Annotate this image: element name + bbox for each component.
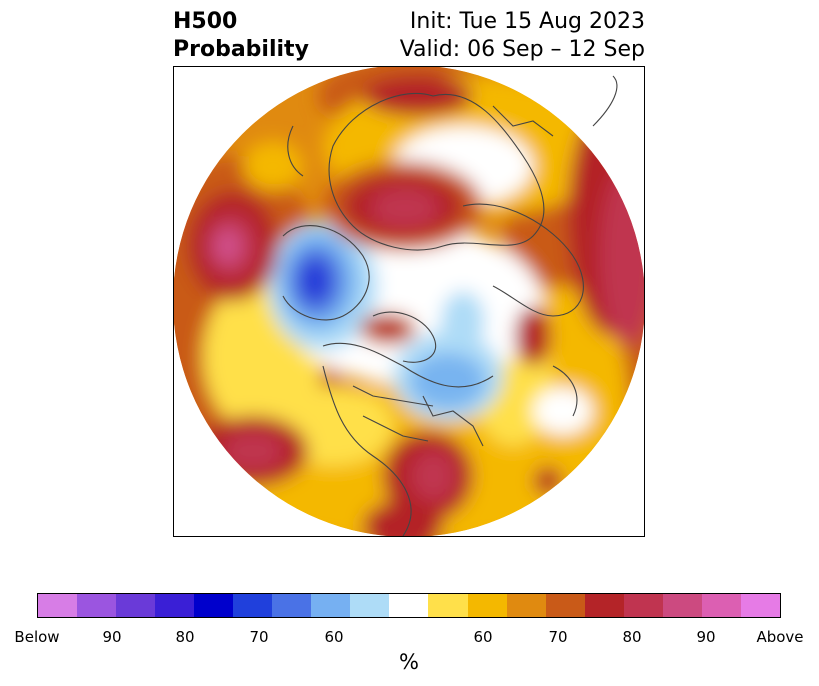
colorbar-tick-below-80: 80 <box>175 628 195 646</box>
map-canvas <box>173 66 645 537</box>
colorbar-segment <box>662 594 702 617</box>
colorbar-tick-above-90: 90 <box>696 628 716 646</box>
colorbar-tick-below-70: 70 <box>249 628 269 646</box>
colorbar-segment <box>116 594 156 617</box>
map-border <box>173 66 645 537</box>
colorbar-segment <box>545 594 585 617</box>
colorbar-tick-above-70: 70 <box>548 628 568 646</box>
colorbar-tick-below-60: 60 <box>324 628 344 646</box>
colorbar-segment <box>506 594 546 617</box>
colorbar-segment <box>467 594 507 617</box>
colorbar-segment <box>584 594 624 617</box>
forecast-dates: Init: Tue 15 Aug 2023 Valid: 06 Sep – 12… <box>400 8 645 64</box>
title-line-2: Probability <box>173 37 309 62</box>
colorbar-segment <box>740 594 780 617</box>
colorbar-segment <box>350 594 390 617</box>
colorbar-segment <box>272 594 312 617</box>
colorbar-segment <box>389 594 429 617</box>
colorbar-segment <box>623 594 663 617</box>
coastlines <box>282 75 618 537</box>
colorbar <box>37 593 781 618</box>
colorbar-segment <box>38 594 78 617</box>
title-line-1: H500 <box>173 9 238 34</box>
colorbar-segment <box>311 594 351 617</box>
colorbar-segment <box>701 594 741 617</box>
map-title: H500 Probability <box>173 8 309 64</box>
colorbar-segment <box>194 594 234 617</box>
colorbar-segment <box>233 594 273 617</box>
colorbar-tick-above: Above <box>756 628 804 646</box>
colorbar-tick-above-80: 80 <box>622 628 642 646</box>
valid-date-label: Valid: 06 Sep – 12 Sep <box>399 37 645 62</box>
colorbar-segment <box>77 594 117 617</box>
probability-field <box>173 66 645 537</box>
colorbar-tick-below: Below <box>14 628 60 646</box>
colorbar-tick-above-60: 60 <box>473 628 493 646</box>
probability-map <box>173 66 645 537</box>
colorbar-segment <box>155 594 195 617</box>
colorbar-segment <box>428 594 468 617</box>
colorbar-unit-label: % <box>399 650 419 674</box>
init-date-label: Init: Tue 15 Aug 2023 <box>409 9 645 34</box>
colorbar-tick-below-90: 90 <box>102 628 122 646</box>
